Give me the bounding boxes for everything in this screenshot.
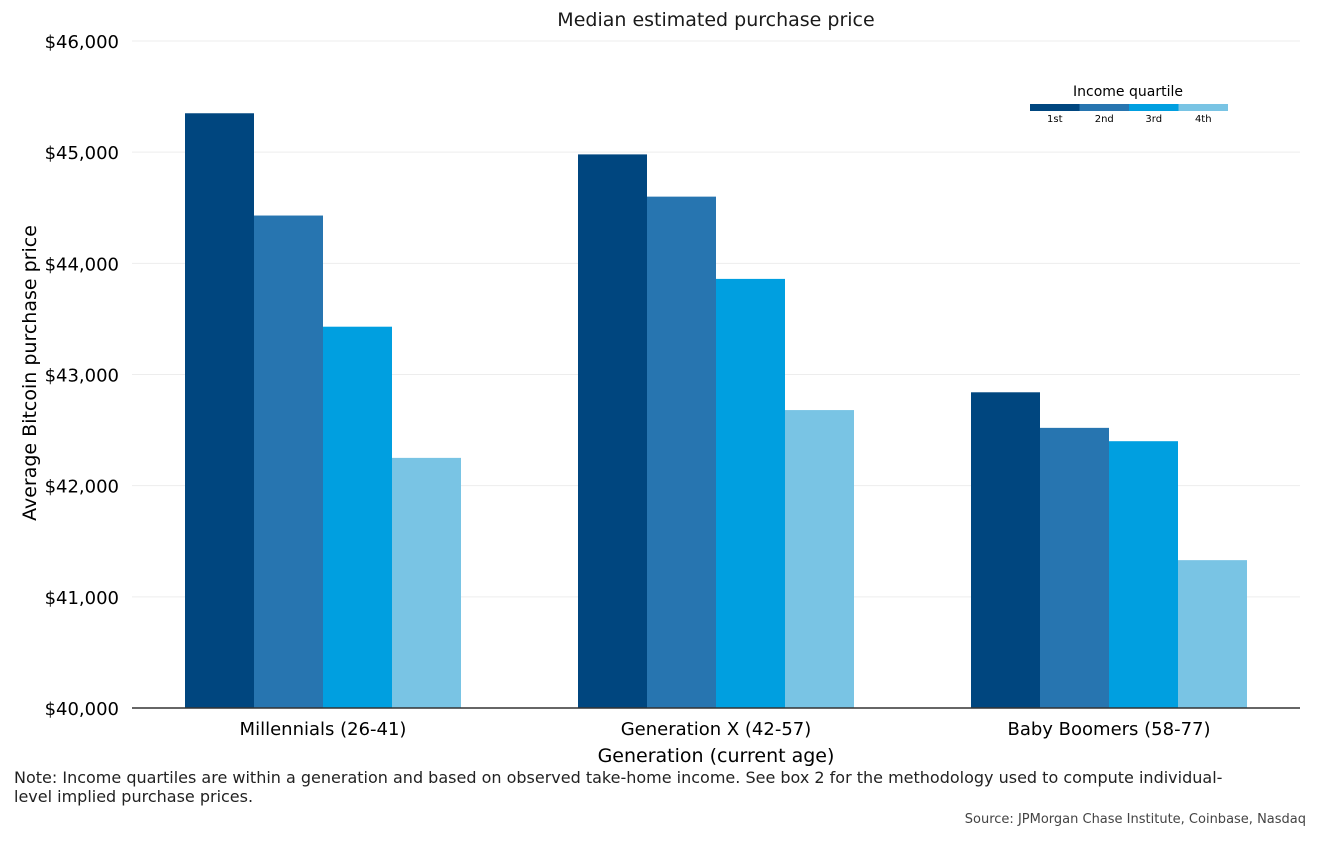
x-tick-label: Generation X (42-57) <box>621 719 812 740</box>
legend-swatch-2nd <box>1079 104 1129 111</box>
legend-label-1st: 1st <box>1047 114 1063 125</box>
legend-label-2nd: 2nd <box>1095 114 1114 125</box>
chart-note: Note: Income quartiles are within a gene… <box>14 768 1223 806</box>
x-axis-label: Generation (current age) <box>598 745 835 767</box>
bar-4th-2 <box>1178 560 1247 708</box>
y-tick-label: $40,000 <box>45 699 119 720</box>
legend-label-4th: 4th <box>1195 114 1212 125</box>
bar-4th-1 <box>785 410 854 708</box>
bar-1st-1 <box>578 154 647 708</box>
bar-3rd-1 <box>716 278 785 708</box>
x-tick-label: Baby Boomers (58-77) <box>1007 719 1210 740</box>
legend-swatch-1st <box>1030 104 1080 111</box>
x-axis-ticks: Millennials (26-41) Generation X (42-57) B… <box>240 719 1211 740</box>
chart-title: Median estimated purchase price <box>557 9 875 31</box>
legend-swatch-3rd <box>1129 104 1179 111</box>
chart-source: Source: JPMorgan Chase Institute, Coinba… <box>964 812 1306 827</box>
y-tick-label: $44,000 <box>45 254 119 275</box>
y-tick-label: $45,000 <box>45 143 119 164</box>
y-tick-label: $41,000 <box>45 588 119 609</box>
legend: Income quartile 1st 2nd 3rd 4th <box>1030 84 1228 125</box>
bar-2nd-0 <box>254 215 323 708</box>
bar-2nd-2 <box>1040 427 1109 708</box>
legend-title: Income quartile <box>1073 84 1183 100</box>
legend-label-3rd: 3rd <box>1145 114 1162 125</box>
legend-swatch-4th <box>1178 104 1228 111</box>
bar-2nd-1 <box>647 196 716 708</box>
bar-1st-0 <box>185 113 254 709</box>
y-tick-label: $46,000 <box>45 32 119 53</box>
x-tick-label: Millennials (26-41) <box>240 719 407 740</box>
y-tick-label: $42,000 <box>45 477 119 498</box>
y-axis-ticks: $40,000 $41,000 $42,000 $43,000 $44,000 $45,0… <box>45 32 119 720</box>
y-axis-label: Average Bitcoin purchase price <box>19 225 41 521</box>
y-tick-label: $43,000 <box>45 366 119 387</box>
bar-4th-0 <box>392 457 461 708</box>
bar-1st-2 <box>971 392 1040 708</box>
bars <box>185 113 1247 709</box>
bar-3rd-2 <box>1109 441 1178 708</box>
bar-3rd-0 <box>323 326 392 708</box>
